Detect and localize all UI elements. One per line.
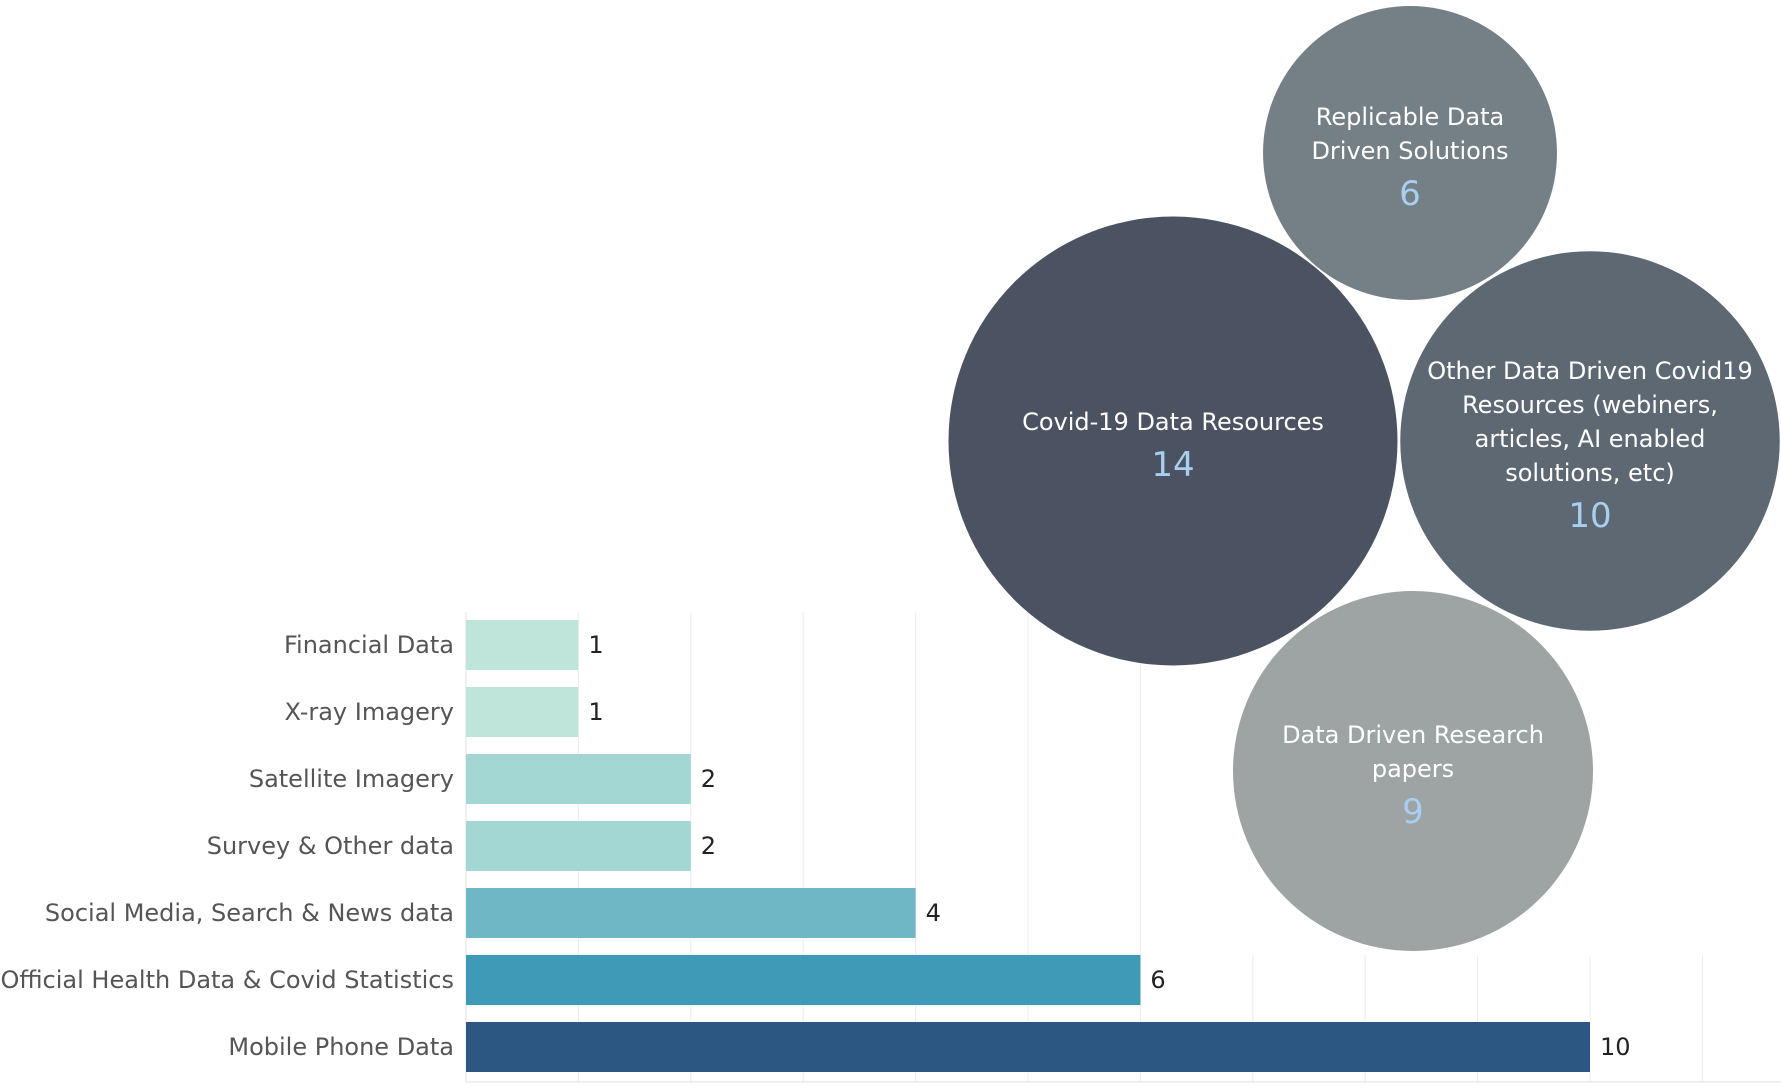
bubble-3[interactable] [1233,591,1593,951]
value-label-6: 10 [1600,1033,1631,1061]
bubble-value-3: 9 [1402,792,1424,832]
bubble-label-2-line-2: articles, AI enabled [1475,425,1706,453]
bubble-label-2-line-0: Other Data Driven Covid19 [1427,357,1753,385]
bubble-label-2-line-1: Resources (webiners, [1462,391,1718,419]
bubble-chart: Replicable Data Driven Solutions 6 Covid-19… [948,6,1780,951]
value-label-4: 4 [926,899,941,927]
category-label-4: Social Media, Search & News data [45,899,454,927]
bar-2[interactable] [466,754,691,804]
bubble-0[interactable] [1263,6,1557,300]
bubble-label-3-line-0: Data Driven Research [1282,721,1544,749]
category-label-6: Mobile Phone Data [228,1033,454,1061]
category-label-2: Satellite Imagery [249,765,454,793]
value-label-3: 2 [701,832,716,860]
bar-5[interactable] [466,955,1141,1005]
value-label-0: 1 [588,631,603,659]
bar-6[interactable] [466,1022,1590,1072]
value-label-2: 2 [701,765,716,793]
category-label-0: Financial Data [284,631,454,659]
bubble-2[interactable] [1400,251,1780,631]
category-label-5: Official Health Data & Covid Statistics [0,966,454,994]
bar-chart: Financial Data 1 X-ray Imagery 1 Satellite I… [0,620,1631,1072]
bubble-label-3-line-1: papers [1372,755,1454,783]
bubble-value-0: 6 [1399,174,1421,214]
bar-4[interactable] [466,888,916,938]
bubble-value-2: 10 [1568,496,1611,536]
category-label-1: X-ray Imagery [284,698,454,726]
value-label-5: 6 [1150,966,1165,994]
category-label-3: Survey & Other data [207,832,454,860]
bubble-label-2-line-3: solutions, etc) [1505,459,1675,487]
bubble-label-0-line-0: Replicable Data [1316,103,1504,131]
value-label-1: 1 [588,698,603,726]
bar-0[interactable] [466,620,579,670]
bubble-value-1: 14 [1151,445,1194,485]
bar-1[interactable] [466,687,579,737]
bubble-1[interactable] [948,216,1398,666]
bubble-label-0-line-1: Driven Solutions [1311,137,1508,165]
bar-3[interactable] [466,821,691,871]
bubble-label-1-line-0: Covid-19 Data Resources [1022,408,1324,436]
